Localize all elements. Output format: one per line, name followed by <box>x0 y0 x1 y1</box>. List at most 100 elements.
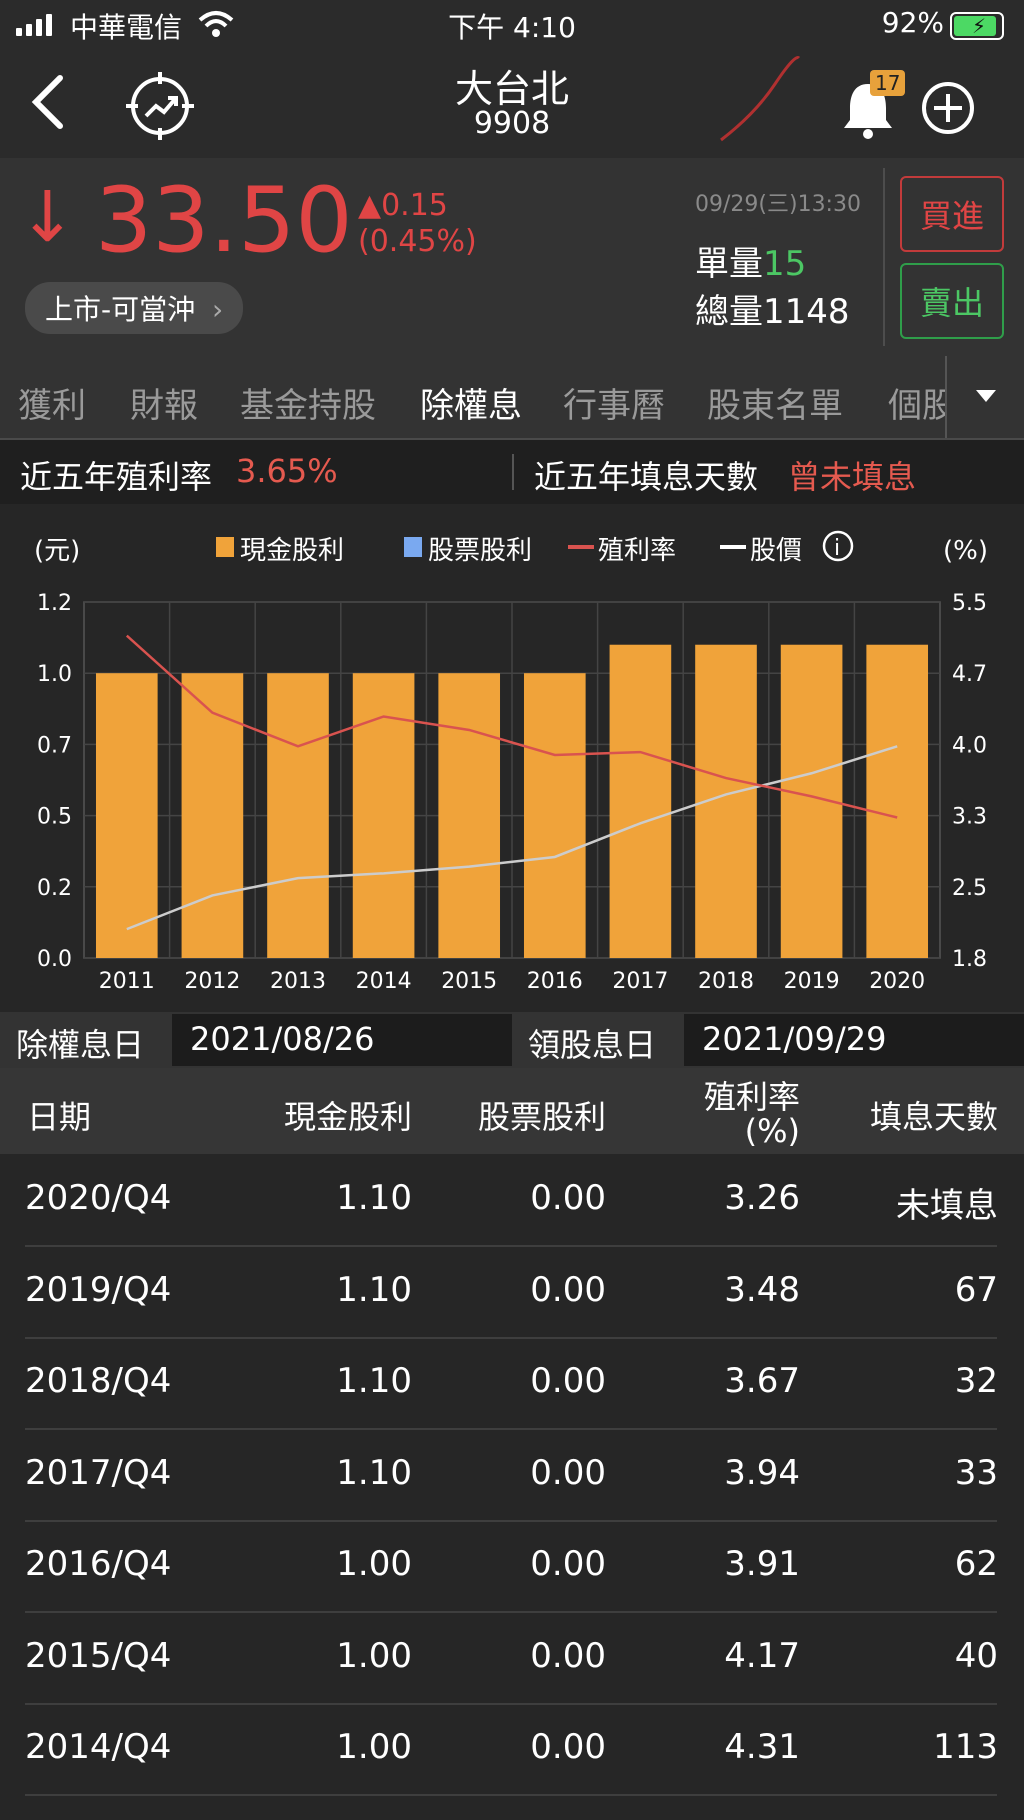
sell-button[interactable]: 賣出 <box>900 263 1004 339</box>
cell-yield: 3.48 <box>724 1269 800 1310</box>
legend-yield-swatch <box>568 545 594 549</box>
x-tick-label: 2017 <box>612 969 668 994</box>
cell-date: 2014/Q4 <box>25 1727 172 1767</box>
dividend-dates: 除權息日 2021/08/26 領股息日 2021/09/29 <box>0 1012 1024 1068</box>
bar-cash-dividend <box>95 673 158 958</box>
bell-icon[interactable]: 17 <box>838 70 906 140</box>
left-tick-label: 0.0 <box>37 947 72 972</box>
cell-yield: 3.26 <box>724 1178 800 1218</box>
cell-date: 2019/Q4 <box>25 1269 172 1310</box>
price-change: ▲0.15 <box>358 188 448 223</box>
tab-dividends[interactable]: 除權息 <box>420 386 522 426</box>
table-row[interactable]: 2016/Q4 1.00 0.00 3.91 62 <box>0 1522 1024 1613</box>
table-row[interactable]: 2019/Q4 1.10 0.00 3.48 67 <box>0 1248 1024 1339</box>
tab-more-button[interactable] <box>945 356 1024 438</box>
tab-financials[interactable]: 財報 <box>130 386 198 426</box>
x-tick-label: 2013 <box>270 969 326 994</box>
cell-fill-days: 113 <box>933 1727 998 1767</box>
down-arrow-icon: ↓ <box>18 176 77 258</box>
total-volume-value: 1148 <box>763 292 850 332</box>
table-row[interactable]: 2018/Q4 1.10 0.00 3.67 32 <box>0 1339 1024 1430</box>
summary-divider <box>512 454 514 490</box>
buy-button[interactable]: 買進 <box>900 176 1004 252</box>
right-tick-label: 1.8 <box>952 947 987 972</box>
col-fill-days: 填息天數 <box>869 1098 998 1136</box>
trend-target-icon[interactable] <box>124 70 196 142</box>
x-tick-label: 2018 <box>698 969 754 994</box>
market-tag[interactable]: 上市-可當沖 › <box>25 282 244 334</box>
cell-fill-days: 40 <box>954 1635 998 1676</box>
right-tick-label: 5.5 <box>952 591 987 616</box>
fill-days-value: 曾未填息 <box>788 458 917 496</box>
tab-profit[interactable]: 獲利 <box>18 386 86 426</box>
cell-stock: 0.00 <box>530 1178 606 1218</box>
exdiv-value: 2021/08/26 <box>190 1020 375 1058</box>
col-cash: 現金股利 <box>283 1098 412 1136</box>
chevron-right-icon: › <box>212 293 224 326</box>
dividend-summary: 近五年殖利率 3.65% 近五年填息天數 曾未填息 <box>0 440 1024 504</box>
cell-fill-days: 67 <box>954 1269 998 1310</box>
back-chevron-icon[interactable] <box>30 74 66 130</box>
table-row[interactable]: 2020/Q4 1.10 0.00 3.26 未填息 <box>0 1156 1024 1247</box>
tab-shareholders[interactable]: 股東名單 <box>707 386 843 426</box>
caret-down-icon <box>976 390 996 402</box>
row-divider <box>25 1428 997 1430</box>
cell-fill-days: 未填息 <box>896 1186 998 1226</box>
stock-name: 大台北 <box>454 67 569 111</box>
right-tick-label: 4.0 <box>952 733 987 758</box>
x-tick-label: 2011 <box>99 969 155 994</box>
left-tick-label: 0.2 <box>37 876 72 901</box>
mini-trend-icon <box>720 56 801 142</box>
app-header: 大台北 9908 17 <box>0 50 1024 158</box>
last-price: 33.50 <box>95 168 353 273</box>
cell-yield: 4.17 <box>724 1635 800 1676</box>
cell-fill-days: 33 <box>954 1452 998 1493</box>
legend-price: 股價 <box>750 536 802 566</box>
exdiv-box: 2021/08/26 <box>172 1014 512 1066</box>
total-volume: 總量1148 <box>695 284 850 333</box>
cell-yield: 3.91 <box>724 1544 800 1584</box>
row-divider <box>25 1611 997 1613</box>
cell-cash: 1.10 <box>336 1361 412 1401</box>
unit-volume-label: 單量 <box>695 244 763 284</box>
status-bar: 中華電信 下午 4:10 92% ⚡ <box>0 0 1024 50</box>
x-tick-label: 2014 <box>356 969 412 994</box>
unit-volume-value: 15 <box>763 244 807 284</box>
row-divider <box>25 1519 997 1522</box>
add-icon[interactable] <box>920 80 976 136</box>
legend-stock-swatch <box>404 537 422 557</box>
tab-calendar[interactable]: 行事曆 <box>563 386 665 426</box>
wifi-icon <box>198 11 234 37</box>
table-row[interactable]: 2017/Q4 1.10 0.00 3.94 33 <box>0 1431 1024 1522</box>
stock-code: 9908 <box>473 106 551 141</box>
right-tick-label: 3.3 <box>952 805 987 830</box>
cell-cash: 1.00 <box>336 1544 412 1584</box>
battery-icon: ⚡ <box>950 12 1004 40</box>
legend-price-swatch <box>720 545 746 549</box>
cell-cash: 1.00 <box>336 1727 412 1767</box>
carrier-label: 中華電信 <box>70 11 183 44</box>
col-date: 日期 <box>27 1098 92 1136</box>
row-divider <box>25 1336 997 1339</box>
cell-yield: 3.67 <box>724 1361 800 1401</box>
cell-fill-days: 32 <box>954 1361 998 1401</box>
col-yield: 殖利率 <box>703 1078 800 1116</box>
signal-icon <box>16 14 56 36</box>
x-tick-label: 2020 <box>869 969 925 994</box>
right-tick-label: 4.7 <box>952 662 987 687</box>
x-tick-label: 2012 <box>184 969 240 994</box>
yield-label: 近五年殖利率 <box>20 458 213 496</box>
left-tick-label: 1.0 <box>37 662 72 687</box>
legend-yield: 殖利率 <box>598 536 676 566</box>
market-tag-label: 上市-可當沖 <box>45 293 196 326</box>
right-unit: (%) <box>943 536 988 566</box>
cell-date: 2016/Q4 <box>25 1544 172 1584</box>
battery-percent: 92% <box>881 6 944 39</box>
tab-bar: 獲利 財報 基金持股 除權息 行事曆 股東名單 個股 <box>0 356 1024 440</box>
tab-individual[interactable]: 個股 <box>888 386 956 426</box>
table-row[interactable]: 2014/Q4 1.00 0.00 4.31 113 <box>0 1705 1024 1796</box>
tab-fund-holdings[interactable]: 基金持股 <box>240 386 376 426</box>
cell-date: 2017/Q4 <box>25 1452 172 1493</box>
table-row[interactable]: 2015/Q4 1.00 0.00 4.17 40 <box>0 1614 1024 1705</box>
quote-panel: ↓ 33.50 ▲0.15 (0.45%) 上市-可當沖 › 09/29(三)1… <box>0 158 1024 356</box>
